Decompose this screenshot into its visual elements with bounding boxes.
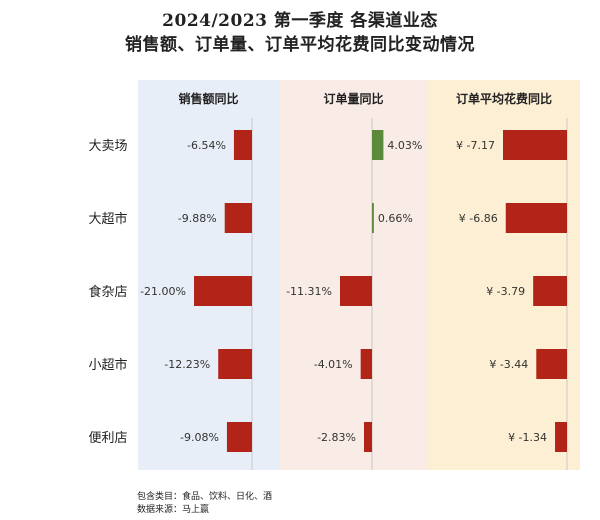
data-label: 4.03% [387, 139, 422, 152]
data-label: 0.66% [378, 212, 413, 225]
category-label: 大超市 [88, 211, 127, 227]
data-label: -21.00% [140, 285, 186, 298]
panel-header-1: 销售额同比 [178, 91, 238, 106]
bar [555, 422, 567, 452]
category-label: 便利店 [88, 431, 127, 446]
data-label: -6.54% [187, 139, 226, 152]
bar [363, 422, 372, 452]
data-label: ¥ -3.79 [486, 285, 525, 298]
data-label: ¥ -1.34 [508, 431, 547, 444]
bar [218, 349, 252, 379]
data-label: -9.08% [180, 431, 219, 444]
bar [194, 276, 252, 306]
category-label: 小超市 [88, 357, 127, 373]
category-label: 食杂店 [88, 284, 127, 300]
panel-background-2 [279, 80, 428, 470]
data-label: -11.31% [286, 285, 332, 298]
category-label: 大卖场 [88, 139, 127, 154]
bar [340, 276, 372, 306]
data-label: ¥ -7.17 [456, 139, 495, 152]
panel-header-3: 订单平均花费同比 [456, 91, 552, 106]
data-label: -12.23% [164, 358, 210, 371]
bar [372, 203, 374, 233]
footer-categories-note: 包含类目：食品、饮料、日化、酒 [137, 492, 273, 502]
bar [233, 130, 252, 160]
bar [533, 276, 567, 306]
footer-source-note: 数据来源：马上赢 [137, 505, 210, 515]
data-label: -9.88% [178, 212, 217, 225]
chart-subtitle: 销售额、订单量、订单平均花费同比变动情况 [125, 35, 475, 55]
data-label: ¥ -6.86 [459, 212, 498, 225]
bar [224, 203, 252, 233]
bar [505, 203, 567, 233]
bar [503, 130, 567, 160]
panel-header-2: 订单量同比 [323, 91, 383, 106]
bar [536, 349, 567, 379]
data-label: -4.01% [314, 358, 353, 371]
data-label: -2.83% [317, 431, 356, 444]
bar [360, 349, 372, 379]
chart-title: 2024/2023 第一季度 各渠道业态 [162, 11, 438, 31]
bar [226, 422, 252, 452]
panel-background-1 [138, 80, 279, 470]
data-label: ¥ -3.44 [489, 358, 528, 371]
bar [372, 130, 384, 160]
